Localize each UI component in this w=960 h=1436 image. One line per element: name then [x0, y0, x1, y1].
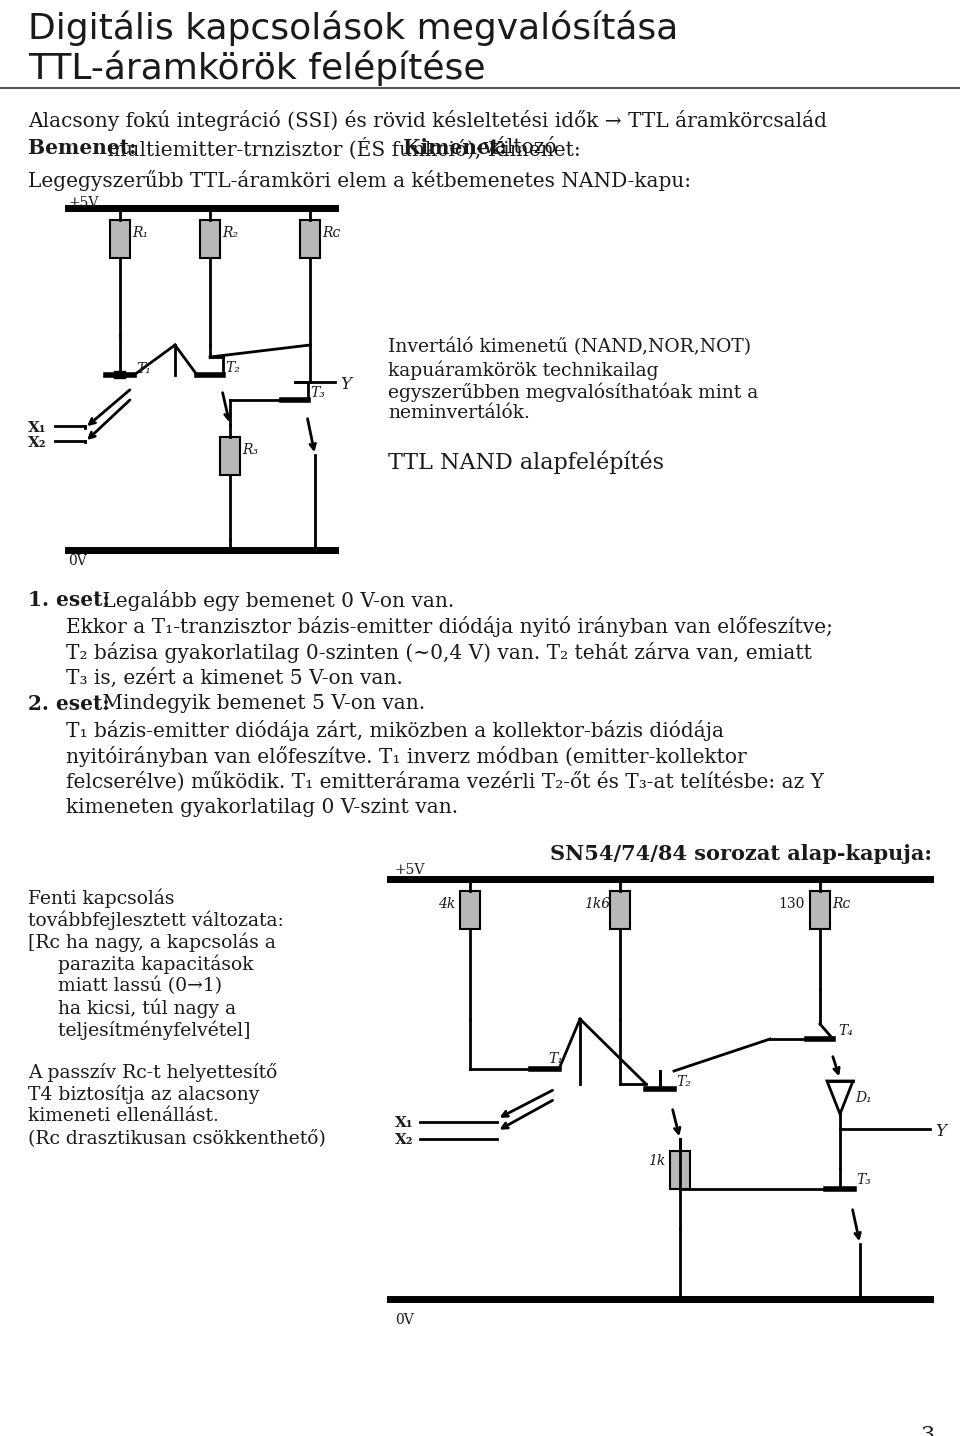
Text: 2. eset:: 2. eset:: [28, 694, 109, 714]
Text: Y: Y: [340, 376, 351, 393]
Text: 0V: 0V: [395, 1313, 414, 1327]
Text: 1. eset:: 1. eset:: [28, 590, 109, 610]
Bar: [200, 220, 220, 258]
Text: multiemitter-trnzisztor (ÉS funkció); Kimenet:: multiemitter-trnzisztor (ÉS funkció); Ki…: [101, 138, 581, 161]
Text: kimeneti ellenállást.: kimeneti ellenállást.: [28, 1107, 219, 1124]
Text: Rᴄ: Rᴄ: [322, 225, 340, 240]
Text: R₁: R₁: [132, 225, 148, 240]
Text: T₂ bázisa gyakorlatilag 0-szinten (~0,4 V) van. T₂ tehát zárva van, emiatt: T₂ bázisa gyakorlatilag 0-szinten (~0,4 …: [66, 642, 812, 663]
Bar: [110, 220, 130, 258]
Text: (Rᴄ drasztikusan csökkenthető): (Rᴄ drasztikusan csökkenthető): [28, 1129, 325, 1147]
Text: miatt lassú (0→1): miatt lassú (0→1): [28, 976, 222, 995]
Text: nyitóirányban van előfeszítve. T₁ inverz módban (emitter-kollektor: nyitóirányban van előfeszítve. T₁ inverz…: [66, 745, 747, 767]
Text: T₂: T₂: [225, 360, 240, 375]
Text: kapuáramkörök technikailag: kapuáramkörök technikailag: [388, 360, 659, 379]
Text: +5V: +5V: [395, 863, 425, 877]
Text: egyszerűbben megvalósíthatóak mint a: egyszerűbben megvalósíthatóak mint a: [388, 382, 758, 402]
Bar: [460, 890, 480, 929]
Text: felcserélve) működik. T₁ emitterárama vezérli T₂-őt és T₃-at telítésbe: az Y: felcserélve) működik. T₁ emitterárama ve…: [66, 773, 824, 793]
Text: TTL NAND alapfelépítés: TTL NAND alapfelépítés: [388, 449, 664, 474]
Text: T₁: T₁: [548, 1053, 563, 1066]
Text: Mindegyik bemenet 5 V-on van.: Mindegyik bemenet 5 V-on van.: [96, 694, 425, 714]
Bar: [300, 220, 320, 258]
Bar: [810, 890, 830, 929]
Text: X₁: X₁: [28, 421, 46, 435]
Text: T₃: T₃: [310, 386, 324, 401]
Text: X₂: X₂: [395, 1133, 414, 1147]
Text: 1k6: 1k6: [584, 898, 611, 910]
Text: Bemenet:: Bemenet:: [28, 138, 136, 158]
Text: ha kicsi, túl nagy a: ha kicsi, túl nagy a: [28, 999, 236, 1018]
Text: teljesítményfelvétel]: teljesítményfelvétel]: [28, 1021, 251, 1041]
Text: T₃ is, ezért a kimenet 5 V-on van.: T₃ is, ezért a kimenet 5 V-on van.: [66, 668, 403, 688]
Text: SN54/74/84 sorozat alap-kapuja:: SN54/74/84 sorozat alap-kapuja:: [550, 844, 932, 864]
Text: neminvertálók.: neminvertálók.: [388, 404, 530, 422]
Text: X₂: X₂: [28, 437, 46, 449]
Text: TTL-áramkörök felépítése: TTL-áramkörök felépítése: [28, 50, 486, 86]
Text: 130: 130: [778, 898, 804, 910]
Text: Alacsony fokú integráció (SSI) és rövid késleltetési idők → TTL áramkörcsalád: Alacsony fokú integráció (SSI) és rövid …: [28, 111, 827, 131]
Text: Digitális kapcsolások megvalósítása: Digitális kapcsolások megvalósítása: [28, 10, 679, 46]
Text: R₃: R₃: [242, 442, 258, 457]
Text: R₂: R₂: [222, 225, 238, 240]
Text: X₁: X₁: [395, 1116, 414, 1130]
Text: T₁ bázis-emitter diódája zárt, miközben a kollektor-bázis diódája: T₁ bázis-emitter diódája zárt, miközben …: [66, 719, 724, 741]
Text: A passzív Rᴄ-t helyettesítő: A passzív Rᴄ-t helyettesítő: [28, 1063, 277, 1081]
Text: Fenti kapcsolás: Fenti kapcsolás: [28, 889, 175, 909]
Text: továbbfejlesztett változata:: továbbfejlesztett változata:: [28, 910, 284, 931]
Bar: [220, 437, 240, 475]
Text: 4k: 4k: [438, 898, 455, 910]
Text: T₄: T₄: [838, 1024, 852, 1038]
Text: Invertáló kimenetű (NAND,NOR,NOT): Invertáló kimenetű (NAND,NOR,NOT): [388, 337, 751, 356]
Text: Legalább egy bemenet 0 V-on van.: Legalább egy bemenet 0 V-on van.: [96, 590, 454, 610]
Text: parazita kapacitások: parazita kapacitások: [28, 955, 253, 975]
Text: T₃: T₃: [856, 1173, 871, 1188]
Text: +5V: +5V: [68, 195, 98, 210]
Text: D₁: D₁: [855, 1091, 872, 1104]
Text: 1k: 1k: [648, 1155, 665, 1167]
Text: 0V: 0V: [68, 554, 86, 569]
Text: 3: 3: [921, 1425, 935, 1436]
Text: kimeneten gyakorlatilag 0 V-szint van.: kimeneten gyakorlatilag 0 V-szint van.: [66, 798, 458, 817]
Bar: [610, 890, 630, 929]
Text: [Rᴄ ha nagy, a kapcsolás a: [Rᴄ ha nagy, a kapcsolás a: [28, 933, 276, 952]
Text: Y: Y: [935, 1123, 946, 1140]
Text: Kimenet:: Kimenet:: [403, 138, 507, 158]
Text: Legegyszerűbb TTL-áramköri elem a kétbemenetes NAND-kapu:: Legegyszerűbb TTL-áramköri elem a kétbem…: [28, 169, 691, 191]
Text: T₁: T₁: [136, 362, 151, 376]
Text: változó: változó: [477, 138, 557, 157]
Bar: [670, 1152, 690, 1189]
Text: Ekkor a T₁-tranzisztor bázis-emitter diódája nyitó irányban van előfeszítve;: Ekkor a T₁-tranzisztor bázis-emitter dió…: [66, 616, 833, 638]
Text: T4 biztosítja az alacsony: T4 biztosítja az alacsony: [28, 1086, 259, 1104]
Text: T₂: T₂: [676, 1076, 691, 1088]
Text: Rᴄ: Rᴄ: [832, 898, 851, 910]
